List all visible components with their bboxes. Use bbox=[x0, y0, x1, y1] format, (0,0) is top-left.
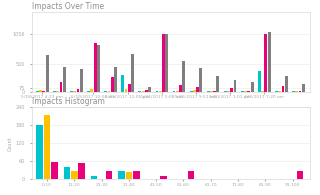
Bar bbox=[160, 176, 167, 179]
Bar bbox=[182, 61, 185, 92]
Bar bbox=[264, 34, 267, 92]
Bar bbox=[71, 171, 77, 179]
Bar bbox=[148, 87, 151, 92]
Bar bbox=[295, 91, 298, 92]
Bar bbox=[244, 91, 247, 92]
Bar bbox=[234, 80, 236, 92]
Bar bbox=[165, 34, 168, 92]
Bar bbox=[126, 172, 132, 179]
Bar bbox=[60, 82, 62, 92]
Bar bbox=[176, 91, 179, 92]
Bar bbox=[199, 68, 202, 92]
Bar bbox=[159, 91, 162, 92]
Bar bbox=[114, 66, 117, 92]
Bar bbox=[139, 91, 141, 92]
Bar bbox=[64, 167, 70, 179]
Bar bbox=[188, 171, 194, 179]
Bar bbox=[156, 90, 158, 92]
Bar bbox=[43, 91, 45, 92]
Bar bbox=[108, 91, 110, 92]
Bar bbox=[124, 89, 127, 92]
Bar bbox=[36, 125, 43, 179]
Bar bbox=[247, 91, 250, 92]
Bar bbox=[258, 71, 261, 92]
Bar bbox=[63, 67, 66, 92]
Bar bbox=[128, 84, 131, 92]
Bar bbox=[193, 90, 196, 92]
Bar bbox=[282, 86, 284, 92]
Bar bbox=[196, 87, 199, 92]
Bar bbox=[80, 69, 83, 92]
Bar bbox=[210, 91, 213, 92]
Bar bbox=[224, 91, 227, 92]
Bar bbox=[285, 76, 288, 92]
Bar bbox=[299, 91, 301, 92]
Bar bbox=[56, 91, 59, 92]
Legend: S, Y, Z, Mod: S, Y, Z, Mod bbox=[261, 120, 308, 127]
Bar bbox=[73, 91, 76, 92]
Bar bbox=[302, 84, 305, 92]
Bar bbox=[241, 91, 244, 92]
Bar bbox=[121, 75, 124, 92]
Bar bbox=[217, 76, 219, 92]
Bar bbox=[162, 35, 165, 92]
Bar bbox=[213, 91, 216, 92]
Bar bbox=[251, 82, 253, 92]
Bar bbox=[275, 91, 278, 92]
Y-axis label: Count: Count bbox=[8, 136, 13, 151]
Bar bbox=[111, 77, 114, 92]
Bar bbox=[70, 91, 73, 92]
Bar bbox=[172, 91, 175, 92]
Bar bbox=[207, 91, 210, 92]
Text: Impacts Over Time: Impacts Over Time bbox=[32, 2, 104, 11]
Bar bbox=[104, 91, 107, 92]
Bar bbox=[94, 43, 97, 92]
Bar bbox=[297, 171, 303, 179]
Bar bbox=[91, 90, 93, 92]
Bar bbox=[118, 171, 125, 179]
Bar bbox=[190, 91, 193, 92]
Bar bbox=[97, 45, 100, 92]
Bar bbox=[78, 163, 85, 179]
Bar bbox=[53, 91, 56, 92]
Bar bbox=[230, 88, 233, 92]
Bar bbox=[142, 91, 145, 92]
Bar bbox=[91, 176, 98, 179]
Text: Impacts Histogram: Impacts Histogram bbox=[32, 98, 105, 106]
Bar bbox=[87, 91, 90, 92]
Text: Time: Time bbox=[165, 114, 177, 119]
Bar bbox=[39, 90, 42, 92]
Bar bbox=[46, 55, 49, 92]
Bar bbox=[133, 171, 140, 179]
Bar bbox=[292, 91, 295, 92]
Bar bbox=[278, 91, 281, 92]
Bar bbox=[268, 32, 271, 92]
Bar bbox=[76, 90, 79, 92]
Bar bbox=[36, 91, 39, 92]
Bar bbox=[227, 91, 230, 92]
Bar bbox=[44, 115, 50, 179]
Bar bbox=[145, 90, 148, 92]
Bar bbox=[179, 85, 182, 92]
Bar bbox=[261, 91, 264, 92]
Bar bbox=[131, 54, 134, 92]
Bar bbox=[51, 162, 58, 179]
Bar bbox=[106, 171, 112, 179]
